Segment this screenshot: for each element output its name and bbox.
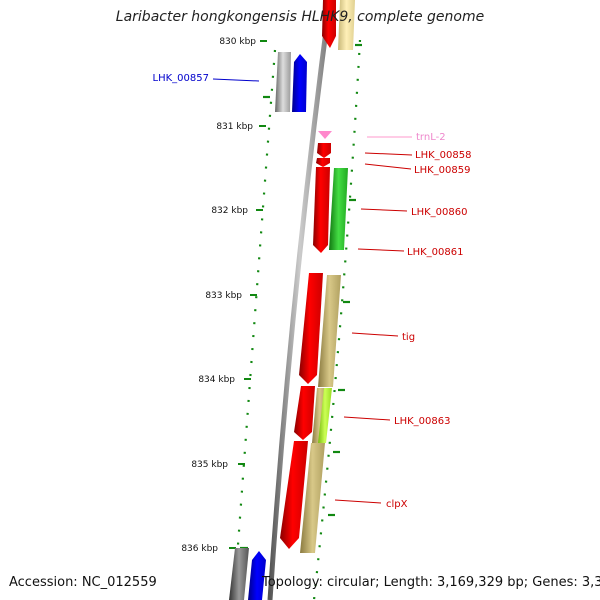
gene-tig-tan[interactable] [318,275,341,387]
map-title: Laribacter hongkongensis HLHK9, complete… [115,9,485,25]
gene-label-tig[interactable]: tig [402,332,415,343]
gene-label-LHK_00858[interactable]: LHK_00858 [415,150,471,161]
leader-line [351,332,399,337]
gene-LHK_00863[interactable] [294,386,315,440]
tick-label: 830 kbp [219,37,256,47]
gene-label-clpX[interactable]: clpX [386,499,408,510]
gene-label-LHK_00863[interactable]: LHK_00863 [394,416,450,427]
gene-label-LHK_00859[interactable]: LHK_00859 [414,165,470,176]
leader-line [360,208,408,212]
gene-LHK_00860[interactable] [313,167,330,253]
tick-label: 835 kbp [191,460,228,470]
accession-label: Accession: NC_012559 [9,575,157,590]
leader-line [364,163,412,170]
leader-line [357,248,405,252]
leader-line [343,416,391,421]
gene-label-trnL-2[interactable]: trnL-2 [416,132,446,143]
leader-line [364,152,413,156]
gene-LHK_00863-lime[interactable] [318,388,332,443]
gc-track-right [312,39,362,600]
gene-top-red[interactable] [322,0,336,48]
gene-LHK_00858[interactable] [317,143,331,158]
gene-clpX-tan[interactable] [300,443,325,553]
gc-marks-right [328,43,362,517]
genome-summary: Topology: circular; Length: 3,169,329 bp… [262,575,600,590]
gene-labels: LHK_00857 trnL-2 LHK_00858 LHK_00859 LHK… [153,73,472,510]
gene-bottom-grey[interactable] [229,548,249,600]
tick-label: 833 kbp [205,291,242,301]
gene-label-LHK_00857[interactable]: LHK_00857 [153,73,209,84]
gene-clpX[interactable] [280,441,308,549]
gene-LHK_00860-green[interactable] [329,168,348,250]
gene-features [229,0,355,600]
gene-trnL-2[interactable] [318,131,332,139]
tick-label: 836 kbp [181,544,218,554]
gc-track-left [232,49,277,600]
gene-label-LHK_00860[interactable]: LHK_00860 [411,207,467,218]
gene-LHK_00859[interactable] [316,158,330,167]
gene-top-yellow[interactable] [338,0,355,50]
tick-label: 832 kbp [211,206,248,216]
leader-line [212,78,260,82]
gene-bottom-blue[interactable] [248,551,266,600]
tick-label: 831 kbp [216,122,253,132]
gene-LHK_00857[interactable] [292,54,307,112]
gene-label-LHK_00861[interactable]: LHK_00861 [407,247,463,258]
scale-ticks: 830 kbp 831 kbp 832 kbp 833 kbp 834 kbp … [181,37,267,554]
tick-label: 834 kbp [198,375,235,385]
leader-line [334,499,382,504]
gene-tig[interactable] [299,273,323,384]
genome-backbone [267,0,333,600]
gene-LHK_00857-grey[interactable] [275,52,291,112]
